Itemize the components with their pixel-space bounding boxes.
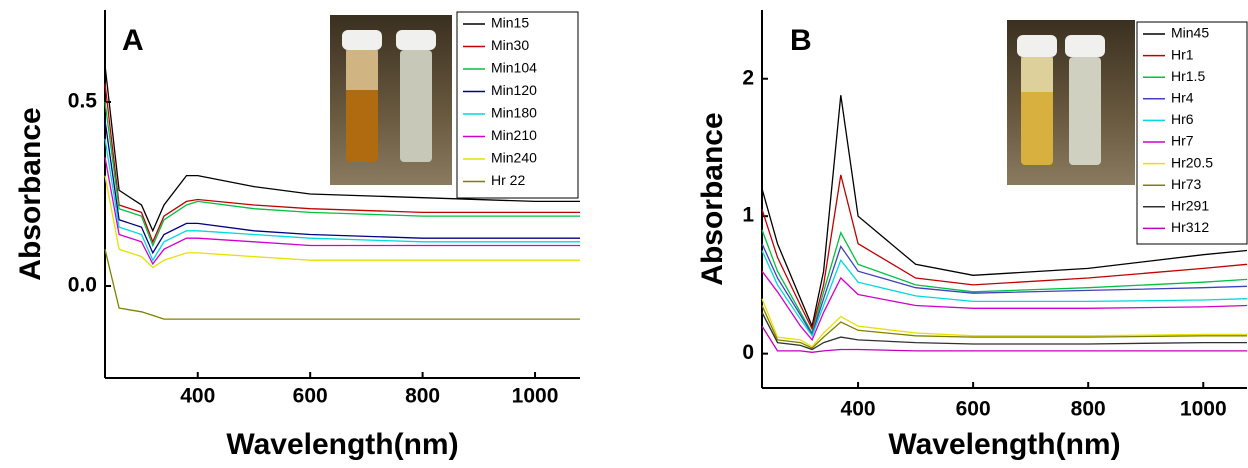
legend-label: Min240 <box>491 150 537 166</box>
x-tick-label: 1000 <box>512 385 559 408</box>
y-tick-label: 0.0 <box>68 274 97 297</box>
legend-label: Hr7 <box>1171 133 1194 149</box>
x-tick-label: 400 <box>841 398 876 421</box>
spectrum-line <box>761 305 1247 349</box>
x-tick-label: 600 <box>293 385 328 408</box>
spectrum-line <box>761 250 1248 338</box>
y-axis-label: Absorbance <box>696 112 729 285</box>
x-tick-label: 600 <box>956 398 991 421</box>
y-axis-label: Absorbance <box>14 107 47 280</box>
legend-label: Min15 <box>491 15 529 31</box>
y-tick-label: 0 <box>742 341 754 364</box>
spectrum-line <box>104 138 580 262</box>
spectrum-line <box>104 175 580 269</box>
x-tick-label: 800 <box>1071 398 1106 421</box>
legend-label: Hr 22 <box>491 172 525 188</box>
spectrum-line <box>761 325 1247 353</box>
x-tick-label: 800 <box>405 385 440 408</box>
spectrum-line <box>104 157 580 266</box>
spectrum-line <box>104 120 580 255</box>
inset-photo-a <box>330 15 452 185</box>
spectrum-line <box>104 101 580 248</box>
legend-label: Min120 <box>491 82 537 98</box>
spectrum-line <box>761 95 1248 329</box>
inset-photo-b <box>1007 20 1135 185</box>
legend-label: Hr6 <box>1171 111 1194 127</box>
spectrum-line <box>104 249 580 320</box>
spectrum-line <box>761 229 1248 335</box>
spectrum-line <box>761 312 1247 351</box>
legend-box <box>456 11 579 199</box>
legend-label: Min45 <box>1171 25 1209 41</box>
panel-label: B <box>790 24 812 57</box>
y-tick-label: 2 <box>742 66 754 89</box>
legend-label: Min30 <box>491 37 529 53</box>
legend-label: Hr1 <box>1171 46 1194 62</box>
legend-label: Hr291 <box>1171 198 1209 214</box>
legend-label: Hr20.5 <box>1171 154 1213 170</box>
x-tick-label: 400 <box>180 385 215 408</box>
legend-label: Min210 <box>491 127 537 143</box>
y-tick-label: 0.5 <box>68 90 98 113</box>
legend-label: Hr4 <box>1171 90 1194 106</box>
spectrum-line <box>761 243 1248 336</box>
legend-label: Hr1.5 <box>1171 68 1205 84</box>
legend-label: Min180 <box>491 105 537 121</box>
spectrum-line <box>104 65 580 233</box>
spectrum-line <box>761 174 1248 331</box>
x-tick-label: 1000 <box>1180 398 1227 421</box>
legend-label: Hr312 <box>1171 219 1209 235</box>
legend-label: Min104 <box>491 60 537 76</box>
x-axis-label: Wavelength(nm) <box>888 428 1120 461</box>
panel-label: A <box>122 24 144 57</box>
legend-label: Hr73 <box>1171 176 1202 192</box>
x-axis-label: Wavelength(nm) <box>226 428 458 461</box>
spectrum-line <box>761 270 1248 342</box>
spectrum-line <box>104 83 580 244</box>
y-tick-label: 1 <box>742 204 754 227</box>
spectrum-line <box>761 298 1247 348</box>
